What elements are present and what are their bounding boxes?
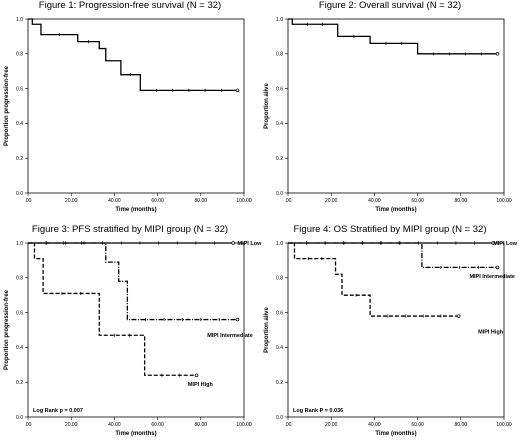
plot-frame [27,18,245,194]
x-tick-label: 80.00 [195,422,208,428]
chart-panel-2: Figure 2: Overall survival (N = 32) 0.0 0… [260,0,520,224]
x-tick-label: 20.00 [65,198,78,204]
series-label: MIPI High [188,382,214,388]
series-label: MIPI High [478,330,504,336]
y-tick-label: 0.6 [16,310,23,316]
y-tick-label: 0.6 [16,86,23,92]
x-tick-label: 20.00 [65,422,78,428]
y-axis-label: Proportion progression-free [4,65,10,146]
chart-svg: 0.0 0.2 0.4 0.6 0.8 1.0 .00 20.00 40.00 60.00 80.0… [264,241,518,437]
x-tick-label: 80.00 [455,422,468,428]
series-line-3 [28,242,197,376]
y-axis-label: Proportion progression-free [4,289,10,370]
y-tick-label: 0.4 [16,345,23,351]
chart-title: Figure 4: OS Stratified by MIPI group (N… [293,224,487,235]
chart-panel-3: Figure 3: PFS stratified by MIPI group (… [0,224,263,447]
y-tick-label: 1.0 [276,241,283,247]
chart-svg: 0.0 0.2 0.4 0.6 0.8 1.0 .00 20.00 40.00 60.00 80.0… [4,17,252,213]
chart-panel-1: Figure 1: Progression-free survival (N =… [0,0,260,224]
x-axis-label: Time (months) [115,207,156,213]
x-axis-label: Time (months) [115,431,156,437]
y-tick-label: 0.6 [276,86,283,92]
y-tick-label: 0.4 [276,121,283,127]
chart-title: Figure 3: PFS stratified by MIPI group (… [31,224,229,235]
y-tick-label: 0.4 [276,345,283,351]
plot-frame [27,242,245,418]
y-axis-label: Proportion alive [264,307,270,353]
series-end-marker [495,52,500,56]
x-tick-label: .00 [285,422,292,428]
y-tick-label: 0.8 [16,276,23,282]
series-label: MIPI Intermediate [207,333,253,339]
y-tick-label: 0.8 [276,276,283,282]
y-tick-label: 1.0 [276,17,283,23]
x-tick-label: .00 [25,422,32,428]
y-tick-label: 0.2 [276,380,283,386]
x-tick-label: 20.00 [325,198,338,204]
x-tick-label: 100.00 [496,422,512,428]
series-end-marker [231,241,235,245]
x-tick-label: 60.00 [411,422,424,428]
y-tick-label: 0.6 [276,310,283,316]
x-tick-label: 40.00 [368,198,381,204]
y-tick-label: 0.2 [276,156,283,162]
series-end-marker [495,265,500,270]
x-tick-label: 40.00 [368,422,381,428]
x-axis-label: Time (months) [375,207,416,213]
plot-frame [287,18,505,194]
y-axis-label: Proportion alive [264,83,270,129]
y-tick-label: 1.0 [16,241,23,247]
series-end-marker [235,88,240,93]
x-tick-label: 40.00 [108,422,121,428]
log-rank-annotation: Log Rank p = 0.007 [33,408,83,414]
series-end-marker [491,241,495,245]
series-line-1 [288,18,498,55]
y-tick-label: 0.8 [276,52,283,58]
x-tick-label: 80.00 [455,198,468,204]
chart-title: Figure 2: Overall survival (N = 32) [318,0,462,11]
x-axis-label: Time (months) [375,431,416,437]
x-tick-label: .00 [25,198,32,204]
x-tick-label: 20.00 [325,422,338,428]
series-line-2 [288,242,498,269]
series-label: MIPI Low [493,241,518,247]
x-tick-label: 100.00 [496,198,512,204]
chart-panel-4: Figure 4: OS Stratified by MIPI group (N… [260,224,520,447]
x-tick-label: 60.00 [151,198,164,204]
y-tick-label: 1.0 [16,17,23,23]
x-tick-label: 100.00 [236,422,252,428]
y-tick-label: 0.0 [16,415,23,421]
y-tick-label: 0.4 [16,121,23,127]
chart-svg: 0.0 0.2 0.4 0.6 0.8 1.0 .00 20.00 40.00 60.00 80.0… [4,241,263,437]
y-tick-label: 0.2 [16,156,23,162]
x-tick-label: 80.00 [195,198,208,204]
series-label: MIPI Low [238,241,263,247]
x-tick-label: .00 [285,198,292,204]
x-tick-label: 100.00 [236,198,252,204]
y-tick-label: 0.0 [276,415,283,421]
x-tick-label: 40.00 [108,198,121,204]
chart-title: Figure 1: Progression-free survival (N =… [38,0,222,11]
x-tick-label: 60.00 [411,198,424,204]
plot-frame [287,242,505,418]
y-tick-label: 0.2 [16,380,23,386]
series-end-marker [235,317,240,322]
series-line-2 [28,242,238,321]
series-end-marker [194,373,199,377]
y-tick-label: 0.8 [16,52,23,58]
x-tick-label: 60.00 [151,422,164,428]
y-tick-label: 0.0 [16,191,23,197]
chart-svg: 0.0 0.2 0.4 0.6 0.8 1.0 .00 20.00 40.00 60.00 80.0… [264,17,512,213]
series-label: MIPI Intermediate [469,274,515,280]
series-end-marker [456,314,461,318]
y-tick-label: 0.0 [276,191,283,197]
log-rank-annotation: Log Rank P = 0.036 [293,408,343,414]
series-line-3 [288,242,459,317]
series-line-1 [28,18,238,91]
